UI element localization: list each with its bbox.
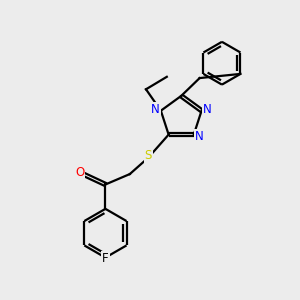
Text: N: N: [151, 103, 160, 116]
Text: F: F: [102, 252, 109, 265]
Text: N: N: [202, 103, 211, 116]
Text: S: S: [145, 149, 152, 162]
Text: N: N: [195, 130, 203, 142]
Text: O: O: [75, 167, 84, 179]
